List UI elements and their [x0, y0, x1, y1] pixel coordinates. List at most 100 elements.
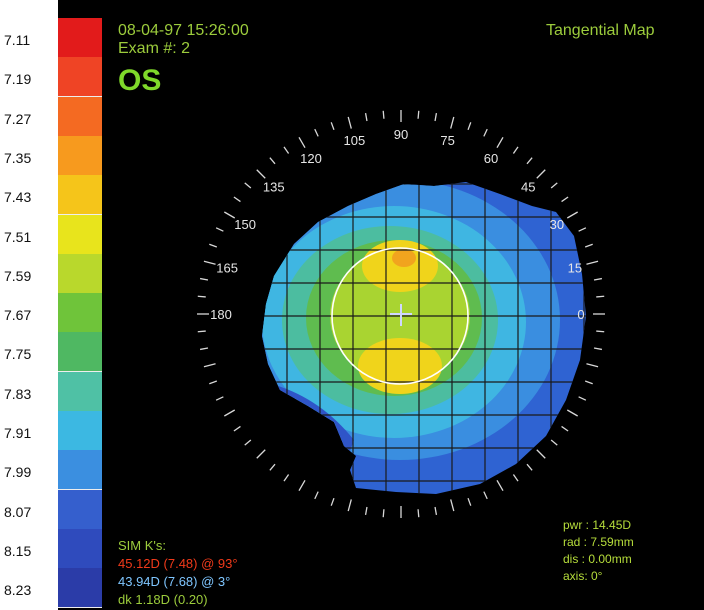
angle-tick	[584, 243, 593, 248]
angle-tick	[203, 363, 216, 368]
angle-tick	[550, 439, 558, 446]
scale-swatch	[58, 96, 102, 137]
crosshair	[390, 304, 412, 326]
angle-tick	[199, 277, 209, 281]
scale-swatch	[58, 489, 102, 530]
scale-swatch	[58, 411, 102, 451]
map-type-title: Tangential Map	[546, 22, 655, 39]
angle-tick	[224, 409, 236, 417]
angle-tick	[593, 277, 603, 281]
scale-label: 7.67	[4, 307, 32, 324]
sim-k-steep: 45.12D (7.48) @ 93°	[118, 556, 238, 571]
scale-label: 7.99	[4, 464, 32, 481]
angle-tick	[382, 509, 385, 518]
sim-k-flat: 43.94D (7.68) @ 3°	[118, 574, 231, 589]
angle-tick	[483, 491, 488, 500]
stat-axis: axis: 0°	[563, 569, 603, 583]
scale-swatch	[58, 528, 102, 569]
angle-tick	[512, 146, 519, 154]
angle-tick	[298, 137, 306, 149]
angle-tick	[330, 122, 335, 131]
angle-tick	[586, 363, 599, 368]
scale-label: 7.91	[4, 425, 32, 441]
scale-label: 7.27	[4, 110, 32, 127]
angle-tick	[417, 509, 420, 518]
exam-datetime: 08-04-97 15:26:00	[118, 22, 249, 39]
angle-tick	[566, 409, 578, 417]
angle-tick	[586, 260, 599, 265]
angle-label: 15	[568, 260, 582, 275]
angle-tick	[434, 506, 438, 516]
angle-tick	[450, 499, 455, 512]
angle-tick	[283, 474, 290, 482]
scale-label: 7.75	[4, 346, 32, 363]
scale-label: 7.19	[4, 71, 32, 88]
scale-swatch	[58, 175, 102, 216]
angle-tick	[526, 157, 533, 165]
angle-label: 0	[577, 307, 584, 322]
angle-tick	[330, 497, 335, 506]
angle-tick	[233, 425, 241, 432]
angle-tick	[314, 491, 319, 500]
angle-tick	[215, 396, 224, 401]
angle-tick	[224, 211, 236, 219]
angle-tick	[364, 112, 368, 122]
sim-k-title: SIM K's:	[118, 538, 166, 553]
scale-label: 8.15	[4, 542, 32, 559]
scale-label: 7.35	[4, 149, 32, 166]
scale-label: 8.23	[4, 582, 32, 599]
scale-swatch	[58, 568, 102, 609]
angle-label: 45	[521, 180, 535, 195]
angle-tick	[298, 479, 306, 491]
angle-label: 30	[550, 217, 564, 232]
exam-number: Exam #: 2	[118, 40, 191, 57]
angle-tick	[382, 110, 385, 119]
angle-tick-ring	[197, 110, 605, 518]
angle-tick	[417, 110, 420, 119]
scale-label: 7.59	[4, 267, 32, 284]
angle-tick	[566, 211, 578, 219]
angle-tick	[536, 169, 546, 179]
angle-tick	[467, 497, 472, 506]
angle-label: 75	[440, 133, 454, 148]
angle-tick	[256, 169, 266, 179]
angle-tick	[197, 330, 206, 333]
angle-tick	[269, 463, 276, 471]
eye-label: OS	[118, 64, 162, 97]
angle-label: 165	[216, 260, 238, 275]
angle-tick	[244, 182, 252, 189]
angle-labels: 0 15 30 45 60 75 90 105 120 135 150 165 180	[210, 127, 584, 322]
angle-tick	[496, 479, 504, 491]
angle-tick	[434, 112, 438, 122]
angle-tick	[197, 295, 206, 298]
angle-tick	[233, 196, 241, 203]
scale-label: 8.07	[4, 503, 32, 520]
scale-label: 7.83	[4, 385, 32, 402]
scale-swatch	[58, 57, 102, 98]
angle-label: 150	[234, 217, 256, 232]
angle-label: 105	[344, 133, 366, 148]
angle-tick	[561, 425, 569, 432]
angle-tick	[203, 260, 216, 265]
angle-tick	[512, 474, 519, 482]
angle-label: 60	[484, 151, 498, 166]
angle-tick	[596, 330, 605, 333]
scale-swatch	[58, 18, 102, 58]
angle-tick	[450, 116, 455, 129]
scale-label: 7.11	[4, 32, 31, 48]
angle-label: 90	[394, 127, 408, 142]
scale-swatch	[58, 135, 102, 176]
scale-swatch	[58, 450, 102, 491]
angle-tick	[269, 157, 276, 165]
sim-k-difference: dk 1.18D (0.20)	[118, 592, 208, 607]
angle-tick	[578, 227, 587, 232]
angle-tick	[244, 439, 252, 446]
angle-tick	[256, 449, 266, 459]
angle-label: 180	[210, 307, 232, 322]
angle-tick	[314, 128, 319, 137]
stat-distance: dis : 0.00mm	[563, 552, 632, 566]
color-scale-bar	[58, 18, 102, 609]
angle-tick	[496, 137, 504, 149]
angle-tick	[209, 380, 218, 385]
